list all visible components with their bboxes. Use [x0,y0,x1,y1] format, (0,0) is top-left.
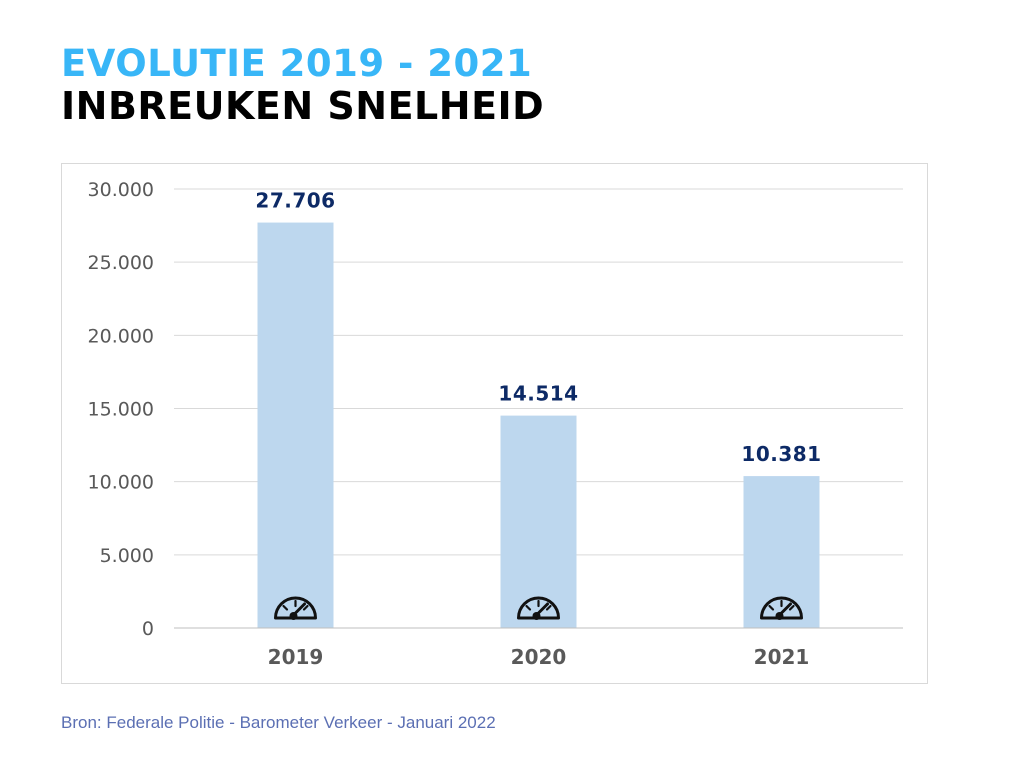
y-tick-label: 15.000 [88,399,154,421]
x-tick-label: 2020 [511,645,567,669]
y-tick-label: 30.000 [88,179,154,201]
y-tick-label: 20.000 [88,325,154,347]
data-label: 10.381 [741,442,821,466]
y-tick-label: 0 [142,618,154,640]
speedometer-icon [274,596,317,620]
speedometer-icon [760,596,803,620]
bar [257,222,334,629]
y-tick-label: 5.000 [100,545,154,567]
y-tick-label: 25.000 [88,252,154,274]
x-tick-label: 2021 [754,645,810,669]
y-tick-label: 10.000 [88,472,154,494]
data-label: 27.706 [255,189,335,213]
x-tick-label: 2019 [268,645,324,669]
speedometer-icon [517,596,560,620]
source-note: Bron: Federale Politie - Barometer Verke… [61,713,496,732]
title-line-1: EVOLUTIE 2019 - 2021 [61,42,533,85]
title-line-2: INBREUKEN SNELHEID [61,84,545,128]
data-label: 14.514 [498,382,578,406]
bar [500,415,577,628]
